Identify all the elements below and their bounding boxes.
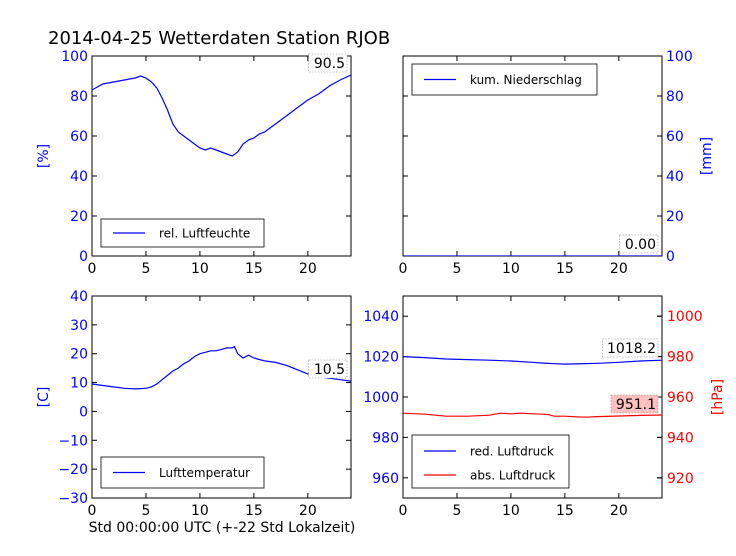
chart-precip-ytick-label: 80 [666,89,684,105]
chart-humidity-ytick-label: 60 [70,129,88,145]
chart-pressure-ytick-right-label: 960 [667,390,694,406]
chart-temperature-xtick-label: 5 [141,503,150,519]
chart-pressure-ylabel: [hPa] [710,379,726,415]
chart-pressure-last-value: 1018.2 [607,341,656,357]
chart-humidity-xtick-label: 0 [88,261,97,277]
chart-temperature-ytick-label: −20 [58,462,88,478]
chart-precip-last-value: 0.00 [625,237,656,253]
chart-precip-xtick-label: 15 [556,261,574,277]
chart-pressure-series-1-line [403,412,662,418]
chart-pressure-last-value-bg [602,338,659,358]
chart-temperature-ytick-label: −10 [58,433,88,449]
chart-pressure-xtick-label: 15 [556,503,574,519]
chart-temperature-legend-label-0: Lufttemperatur [159,466,250,480]
chart-precip-ytick-label: 20 [666,209,684,225]
chart-pressure-xtick-label: 5 [452,503,461,519]
figure-xlabel: Std 00:00:00 UTC (+-22 Std Lokalzeit) [89,520,356,536]
chart-humidity-xtick-label: 15 [245,261,263,277]
chart-pressure-ytick-right-label: 940 [667,430,694,446]
chart-humidity-xtick-label: 5 [141,261,150,277]
chart-precip-ytick-label: 0 [666,249,675,265]
chart-humidity-xtick-label: 10 [191,261,209,277]
chart-temperature-ytick-label: 30 [70,318,88,334]
chart-humidity-xtick-label: 20 [299,261,317,277]
chart-humidity-legend-label-0: rel. Luftfeuchte [159,227,250,241]
chart-pressure-ytick-label: 1020 [363,350,399,366]
chart-humidity-series-0-line [92,74,351,157]
chart-temperature-xtick-label: 10 [191,503,209,519]
chart-temperature-frame [91,295,352,499]
chart-precip-legend-label-0: kum. Niederschlag [470,73,582,87]
chart-precip-ytick-label: 60 [666,129,684,145]
chart-temperature-xtick-label: 15 [245,503,263,519]
chart-temperature-ytick-label: 40 [70,289,88,305]
chart-humidity-last-value: 90.5 [314,56,345,72]
chart-humidity-ytick-label: 100 [61,49,88,65]
chart-temperature-last-value: 10.5 [314,362,345,378]
chart-humidity-last-value-bg [308,53,348,73]
chart-pressure-xtick-label: 20 [610,503,628,519]
chart-temperature-ytick-label: 20 [70,347,88,363]
chart-pressure-xtick-label: 0 [399,503,408,519]
chart-humidity-ytick-label: 40 [70,169,88,185]
chart-precip-xtick-label: 10 [502,261,520,277]
chart-pressure-last-value-right: 951.1 [616,397,656,413]
chart-temperature-ytick-label: 10 [70,376,88,392]
chart-pressure-last-value-right-bg [610,394,659,414]
chart-temperature-series-0-line [92,345,351,390]
chart-precip-ylabel: [mm] [699,137,715,175]
chart-temperature-xtick-label: 20 [299,503,317,519]
chart-precip-last-value-bg [619,234,659,254]
chart-pressure-ytick-label: 980 [372,430,399,446]
chart-temperature-ytick-label: 0 [79,404,88,420]
chart-precip-xtick-label: 0 [399,261,408,277]
chart-humidity-ylabel: [%] [36,144,52,168]
chart-humidity-ytick-label: 20 [70,209,88,225]
figure-title: 2014-04-25 Wetterdaten Station RJOB [48,28,390,49]
chart-temperature-ytick-label: −30 [58,491,88,507]
chart-pressure-legend-label-1: abs. Luftdruck [470,469,555,483]
chart-humidity-ytick-label: 0 [79,249,88,265]
chart-precip-xtick-label: 20 [610,261,628,277]
chart-temperature-ylabel: [C] [36,387,52,408]
chart-humidity-ytick-label: 80 [70,89,88,105]
chart-pressure-ytick-label: 1000 [363,390,399,406]
chart-temperature-xtick-label: 0 [88,503,97,519]
chart-pressure-legend-label-0: red. Luftdruck [470,445,554,459]
chart-precip-xtick-label: 5 [452,261,461,277]
chart-pressure-ytick-right-label: 1000 [667,309,703,325]
chart-pressure-ytick-right-label: 920 [667,471,694,487]
chart-temperature-last-value-bg [308,359,348,379]
chart-pressure-ytick-label: 1040 [363,309,399,325]
chart-pressure-legend-box [411,434,570,489]
chart-humidity-frame [91,55,352,257]
chart-pressure-ytick-label: 960 [372,471,399,487]
chart-precip-ytick-label: 40 [666,169,684,185]
chart-pressure-series-0-line [403,356,662,365]
chart-pressure-ytick-right-label: 980 [667,350,694,366]
chart-pressure-xtick-label: 10 [502,503,520,519]
chart-precip-ytick-label: 100 [666,49,693,65]
